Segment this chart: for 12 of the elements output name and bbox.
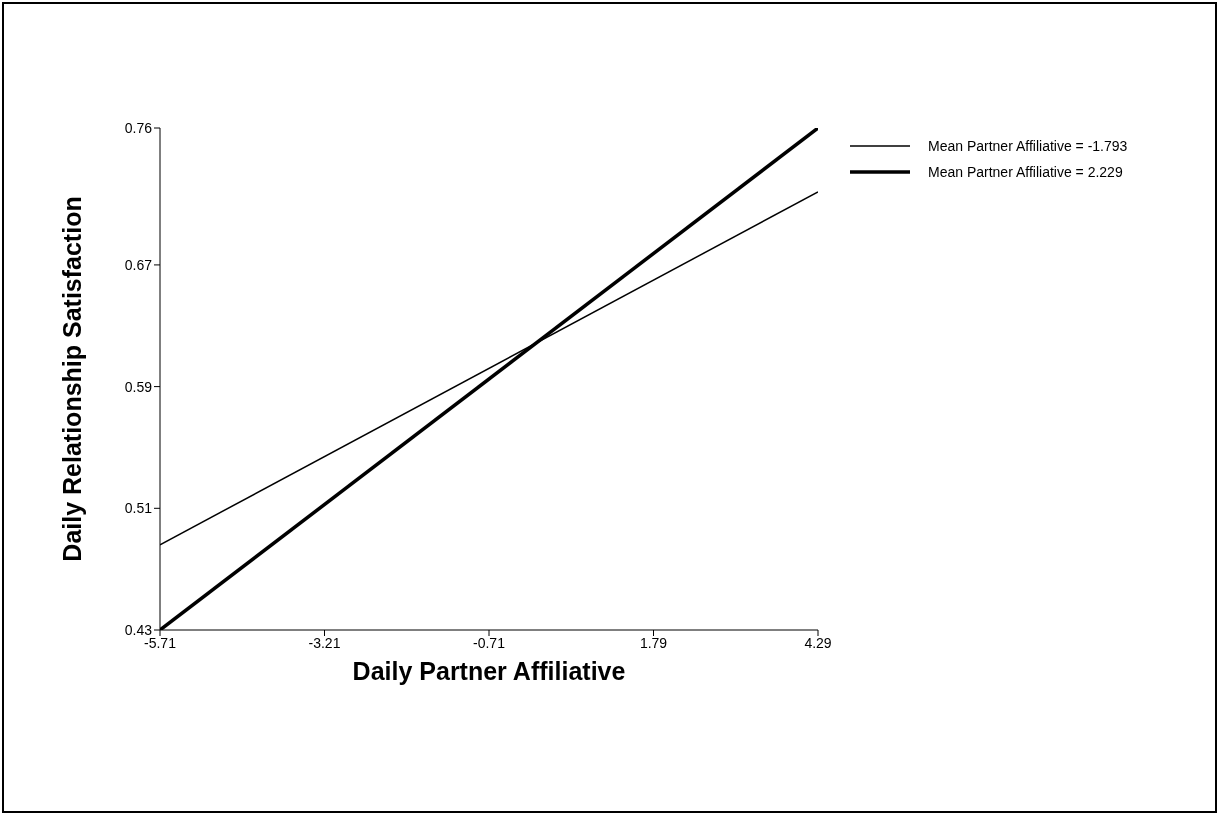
x-tick-label: 1.79 (639, 634, 668, 651)
legend-label: Mean Partner Affiliative = 2.229 (928, 164, 1123, 180)
y-tick-label: 0.67 (124, 256, 153, 273)
x-tick-label: -0.71 (473, 634, 506, 651)
y-tick-label: 0.59 (124, 378, 153, 395)
y-tick-label: 0.51 (124, 500, 153, 517)
x-tick-label: -3.21 (308, 634, 341, 651)
x-tick-label: 4.29 (804, 634, 832, 651)
y-tick-label: 0.76 (124, 119, 153, 136)
x-axis-title: Daily Partner Affiliative (352, 657, 626, 685)
y-axis-title: Daily Relationship Satisfaction (57, 196, 86, 562)
legend-label: Mean Partner Affiliative = -1.793 (928, 138, 1128, 154)
